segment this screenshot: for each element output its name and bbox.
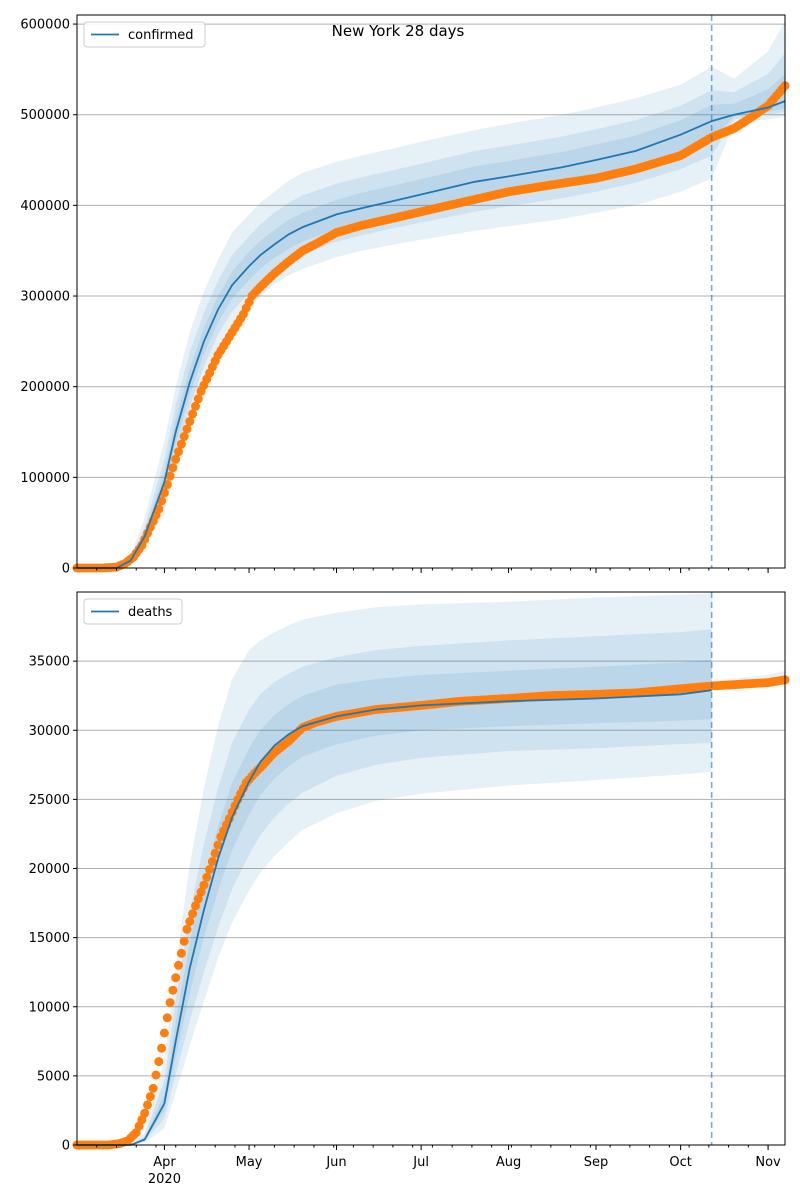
x-tick-label: Jul [412,1155,429,1170]
observed-point [182,424,192,434]
y-tick-label: 35000 [29,655,70,670]
confidence-band-middle [77,629,712,1145]
observed-point [185,917,195,926]
y-tick-label: 30000 [29,724,70,739]
model-line [77,689,712,1146]
observed-point [185,416,195,426]
observed-point [145,1092,155,1102]
y-tick-label: 0 [62,562,70,577]
observed-point [176,439,186,449]
observed-point [174,447,183,457]
observed-point [207,857,217,867]
observed-point [191,901,200,911]
observed-point [165,998,175,1008]
observed-point [213,840,223,850]
observed-point [176,948,186,958]
observed-point [154,1057,164,1067]
x-tick-label: Sep [584,1155,609,1170]
legend-box [83,21,206,48]
x-tick-label: Aug [496,1155,521,1170]
x-year-label: 2020 [148,1172,181,1187]
x-tick-label: Apr [153,1155,176,1170]
observed-point [193,394,203,404]
observed-point [202,872,212,882]
observed-point [196,887,206,897]
y-tick-label: 300000 [20,290,70,305]
observed-point [171,454,181,464]
observed-point [140,1108,150,1118]
confidence-band-outer [77,21,785,569]
confidence-band-inner [77,73,785,569]
observed-point [188,909,198,919]
observed-point [159,1028,169,1038]
axes-frame [76,14,786,569]
legend-label: confirmed [128,28,194,43]
y-tick-label: 0 [62,1139,70,1154]
observed-point [157,1043,167,1053]
observed-point [157,496,167,506]
observed-point [179,936,189,946]
y-tick-label: 400000 [20,199,70,214]
x-tick-label: May [236,1155,263,1170]
model-line [77,100,786,569]
observed-point [179,432,189,441]
y-tick-label: 200000 [20,380,70,395]
observed-point [151,1070,161,1080]
legend-box [83,598,183,625]
x-tick-label: Oct [669,1155,691,1170]
x-tick-label: Nov [755,1155,781,1170]
y-tick-label: 5000 [37,1069,70,1084]
observed-point [148,1083,158,1093]
y-tick-label: 20000 [29,862,70,877]
y-tick-label: 600000 [20,18,70,33]
observed-point [171,973,181,983]
observed-point [162,1013,172,1023]
observed-point [174,960,183,970]
observed-point [210,848,220,858]
chart-title: New York 28 days [332,22,465,40]
y-tick-label: 10000 [29,1000,70,1015]
confidence-band-outer [77,593,712,1145]
y-tick-label: 100000 [20,471,70,486]
observed-point [143,1100,152,1110]
y-tick-label: 25000 [29,793,70,808]
observed-point [168,463,178,473]
legend-label: deaths [128,605,173,620]
observed-point [205,864,215,874]
confidence-band-inner [77,659,712,1145]
y-tick-label: 500000 [20,108,70,123]
observed-point [168,985,178,995]
x-tick-label: Jun [325,1155,346,1170]
observed-point [154,504,164,514]
observed-point [182,924,192,934]
observed-point [199,880,209,890]
y-tick-label: 15000 [29,931,70,946]
observed-point [193,894,203,904]
observed-point [191,401,200,411]
confidence-band-middle [77,53,785,569]
observed-point [165,471,175,481]
observed-point [188,409,198,419]
